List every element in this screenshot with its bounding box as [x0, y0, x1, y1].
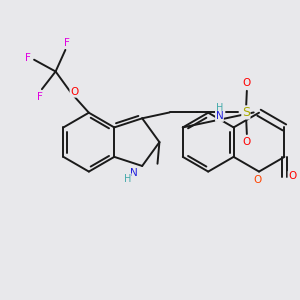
Text: O: O	[288, 172, 296, 182]
Text: H: H	[124, 174, 131, 184]
Text: O: O	[70, 87, 78, 97]
Text: O: O	[253, 176, 261, 185]
Text: O: O	[243, 78, 251, 88]
Text: N: N	[216, 111, 223, 122]
Text: F: F	[64, 38, 70, 48]
Text: N: N	[130, 168, 138, 178]
Text: F: F	[25, 53, 31, 63]
Text: H: H	[216, 103, 223, 112]
Text: O: O	[243, 137, 251, 147]
Text: F: F	[37, 92, 43, 102]
Text: S: S	[242, 106, 250, 119]
